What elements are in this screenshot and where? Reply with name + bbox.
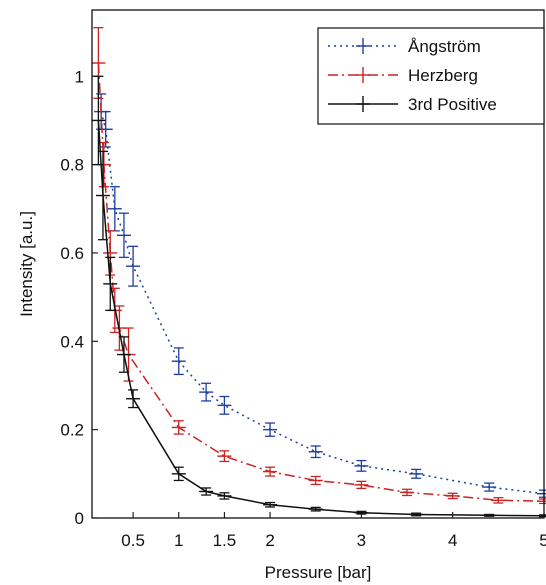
series-2-point-1: [95, 150, 110, 241]
x-axis-label: Pressure [bar]: [265, 563, 372, 582]
series-0-point-7: [217, 395, 232, 415]
legend-entry-0: Ångström: [328, 37, 481, 56]
series-0-point-5: [171, 347, 186, 376]
x-tick-label: 5: [539, 531, 546, 550]
x-axis-ticks: 0.5 1 1.5 2 3 4 5: [121, 512, 546, 550]
series-0-point-10: [354, 459, 369, 472]
series-2-point-2: [103, 256, 118, 312]
series-0: [94, 93, 546, 498]
series-2: [91, 75, 546, 518]
series-0-point-11: [409, 468, 424, 479]
y-tick-label: 0.2: [60, 421, 84, 440]
axes-frame: [91, 9, 545, 519]
series-2-point-9: [308, 506, 323, 512]
series-2-point-13: [537, 514, 546, 518]
series-0-point-8: [263, 422, 278, 437]
legend-label: 3rd Positive: [408, 95, 497, 114]
series-2-point-8: [263, 501, 278, 508]
legend-label: Herzberg: [408, 66, 478, 85]
series-0-line: [100, 111, 545, 495]
legend-label: Ångström: [408, 37, 481, 56]
series-1-point-9: [308, 475, 323, 486]
series-0-point-3: [116, 212, 131, 259]
y-axis-label: Intensity [a.u.]: [17, 211, 36, 317]
series-1-point-11: [400, 488, 415, 497]
x-tick-label: 2: [265, 531, 274, 550]
y-tick-label: 0.8: [60, 156, 84, 175]
series-2-point-11: [409, 512, 424, 517]
x-tick-label: 1.5: [213, 531, 237, 550]
series-1-point-12: [445, 492, 460, 500]
plot-area: [91, 27, 546, 518]
y-axis-ticks: 0 0.2 0.4 0.6 0.8 1: [60, 67, 98, 528]
series-1-point-14: [537, 498, 546, 505]
series-2-point-6: [199, 487, 214, 496]
series-1-line: [97, 62, 545, 502]
series-2-point-3: [116, 336, 131, 373]
x-tick-label: 3: [357, 531, 366, 550]
series-2-point-5: [171, 466, 186, 482]
legend: Ångström Herzberg 3rd Positive: [317, 27, 545, 125]
series-0-point-12: [482, 482, 497, 492]
series-2-point-7: [217, 492, 232, 500]
series-2-point-4: [126, 389, 141, 409]
legend-entry-2: 3rd Positive: [328, 95, 497, 114]
series-1-point-7: [217, 450, 232, 463]
y-tick-label: 0: [75, 509, 84, 528]
series-1-point-8: [263, 466, 278, 477]
y-tick-label: 0.4: [60, 332, 84, 351]
legend-box: [317, 27, 545, 125]
y-tick-label: 0.6: [60, 244, 84, 263]
x-tick-label: 4: [448, 531, 457, 550]
series-1-point-6: [171, 420, 186, 435]
series-0-point-6: [199, 382, 214, 402]
series-2-point-12: [482, 513, 497, 517]
series-0-point-4: [126, 245, 141, 287]
legend-entry-1: Herzberg: [328, 66, 478, 85]
x-tick-label: 1: [174, 531, 183, 550]
series-0-point-13: [537, 489, 546, 498]
x-tick-label: 0.5: [121, 531, 145, 550]
series-1-point-10: [354, 480, 369, 490]
y-tick-label: 1: [75, 67, 84, 86]
series-0-point-9: [308, 445, 323, 459]
series-1-point-13: [491, 497, 506, 504]
series-0-point-2: [107, 186, 122, 232]
series-2-line: [97, 120, 545, 517]
